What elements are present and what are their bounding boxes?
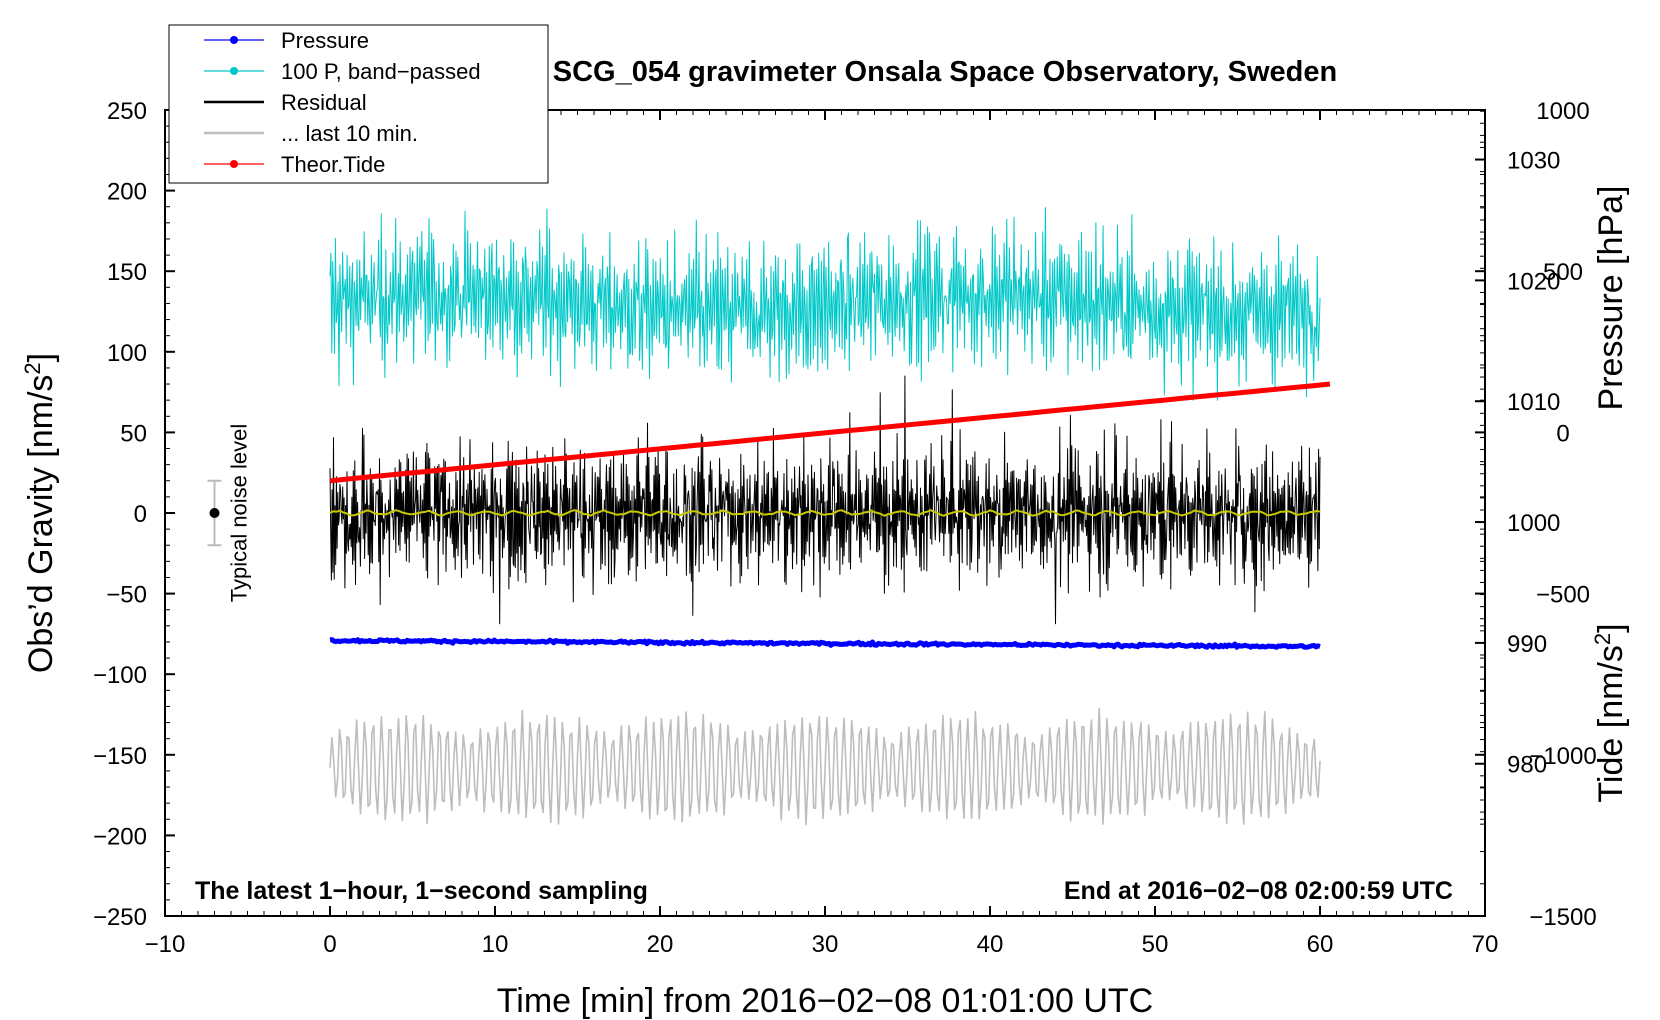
noise-level-indicator <box>207 479 222 547</box>
pressure-line <box>329 637 1321 650</box>
y-tick-label: 150 <box>107 259 147 286</box>
y-tick-label: −50 <box>106 582 147 609</box>
x-axis-title: Time [min] from 2016−02−08 01:01:00 UTC <box>497 982 1153 1020</box>
y-tick-label: 200 <box>107 179 147 206</box>
pressure-tick-label: 1020 <box>1507 268 1560 295</box>
y-axis-title-sup: 2 <box>20 362 45 374</box>
ticks-layer: −10 0 10 20 30 40 50 60 70250200150100500−50−100… <box>93 98 1597 958</box>
legend-box <box>168 24 549 184</box>
tide-axis-title-sup: 2 <box>1590 633 1615 645</box>
pressure-axis-title: Pressure [hPa] <box>1592 186 1630 411</box>
pressure-tick-label: 1030 <box>1507 148 1560 175</box>
series-layer <box>329 207 1331 826</box>
tide-tick-label: 0 <box>1556 420 1569 447</box>
tide-axis-title: Tide [nm/s2] <box>1590 623 1630 802</box>
x-tick-label: 30 <box>812 931 839 958</box>
legend-marker <box>230 160 238 168</box>
pressure-tick-label: 1000 <box>1507 510 1560 537</box>
y-tick-label: −250 <box>93 904 147 931</box>
bandpassed-pressure-line <box>329 207 1321 401</box>
tide-axis-title-base: Tide [nm/s <box>1592 645 1630 802</box>
theoretical-tide-line <box>329 381 1331 484</box>
legend-label: 100 P, band−passed <box>281 59 481 84</box>
legend-marker <box>230 67 238 75</box>
legend-label: Theor.Tide <box>281 152 385 177</box>
x-tick-label: 10 <box>482 931 509 958</box>
y-tick-label: −100 <box>93 662 147 689</box>
y-axis-title: Obs’d Gravity [nm/s2] <box>20 353 60 673</box>
x-tick-label: 70 <box>1472 931 1499 958</box>
legend: Pressure 100 P, band−passed Residual ... la… <box>168 24 549 184</box>
x-tick-label: −10 <box>145 931 186 958</box>
noise-point <box>209 508 220 518</box>
residual-line <box>329 375 1321 625</box>
tide-axis-title-end: ] <box>1592 623 1630 632</box>
y-tick-label: 250 <box>107 98 147 125</box>
tide-tick-label: 500 <box>1543 259 1583 286</box>
x-tick-label: 40 <box>977 931 1004 958</box>
y-tick-label: 0 <box>134 501 147 528</box>
y-tick-label: 100 <box>107 340 147 367</box>
legend-entries: Pressure 100 P, band−passed Residual ... la… <box>204 28 481 177</box>
y-axis-title-end: ] <box>22 353 60 362</box>
residual-smoothed-line <box>329 509 1321 517</box>
y-tick-label: 50 <box>120 420 147 447</box>
tide-tick-label: 1000 <box>1536 98 1589 125</box>
legend-label: Residual <box>281 90 367 115</box>
tide-tick-label: −1000 <box>1529 743 1596 770</box>
y-tick-label: −150 <box>93 743 147 770</box>
legend-label: Pressure <box>281 28 369 53</box>
last-10-min-line <box>329 707 1321 826</box>
x-tick-label: 20 <box>647 931 674 958</box>
noise-level-label: Typical noise level <box>227 424 252 603</box>
chart-title: SCG_054 gravimeter Onsala Space Observat… <box>553 56 1337 88</box>
pressure-tick-label: 1010 <box>1507 389 1560 416</box>
y-axis-title-base: Obs’d Gravity [nm/s <box>22 375 60 674</box>
x-tick-label: 60 <box>1307 931 1334 958</box>
annotation-end-time: End at 2016−02−08 02:00:59 UTC <box>1064 877 1453 905</box>
pressure-tick-label: 980 <box>1507 752 1547 779</box>
tide-tick-label: −500 <box>1536 582 1590 609</box>
legend-label: ... last 10 min. <box>281 121 418 146</box>
legend-marker <box>230 36 238 44</box>
annotation-latest-hour: The latest 1−hour, 1−second sampling <box>195 877 648 905</box>
x-tick-label: 50 <box>1142 931 1169 958</box>
tide-tick-label: −1500 <box>1529 904 1596 931</box>
x-tick-label: 0 <box>323 931 336 958</box>
y-tick-label: −200 <box>93 823 147 850</box>
pressure-tick-label: 990 <box>1507 631 1547 658</box>
